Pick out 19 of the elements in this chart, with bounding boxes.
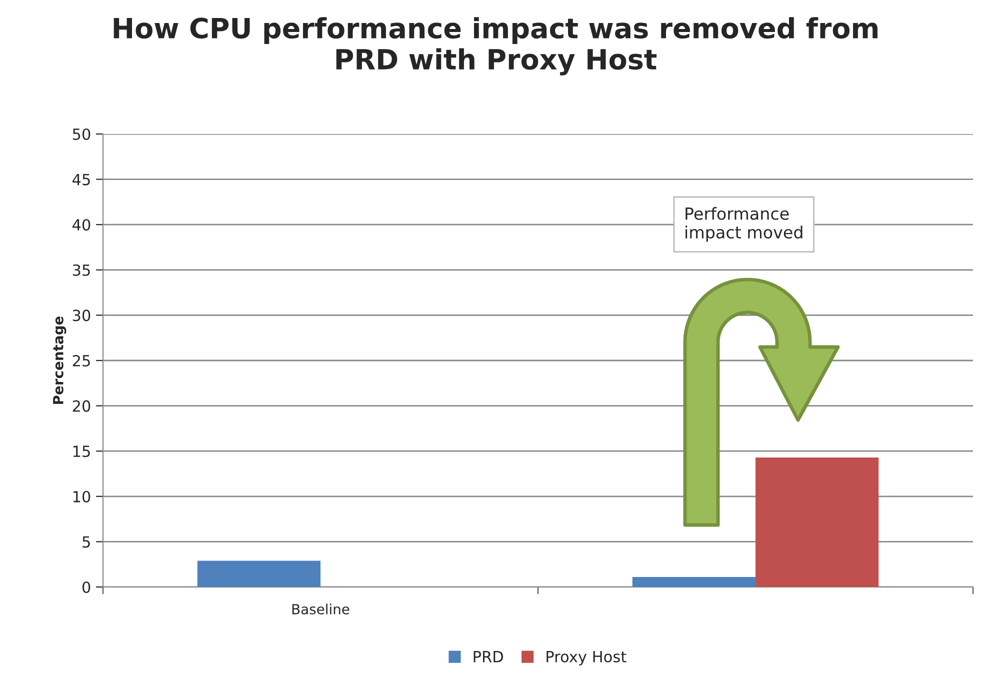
legend-label: Proxy Host (546, 651, 626, 666)
y-tick-label: 40 (72, 219, 90, 231)
y-tick-label: 25 (72, 354, 90, 367)
chart-title: How CPU performance impact was removed from PRD with Proxy Host (114, 17, 878, 76)
y-tick-label: 35 (72, 264, 90, 276)
y-tick-label: 50 (72, 128, 90, 140)
legend-label: PRD (474, 651, 503, 662)
y-tick-label: 0 (82, 581, 90, 594)
y-tick-label: 20 (72, 400, 90, 412)
y-tick-label: 5 (82, 536, 90, 548)
bar (632, 577, 756, 587)
y-tick-label: 45 (72, 174, 90, 186)
y-tick-label: 10 (73, 490, 90, 502)
annotation: Performance impact moved (686, 207, 802, 242)
x-tick-label: Baseline (292, 604, 350, 614)
bar (197, 560, 320, 587)
y-tick-label: 15 (73, 446, 90, 458)
y-axis-title: Percentage (53, 316, 66, 404)
y-tick-label: 30 (72, 310, 90, 322)
